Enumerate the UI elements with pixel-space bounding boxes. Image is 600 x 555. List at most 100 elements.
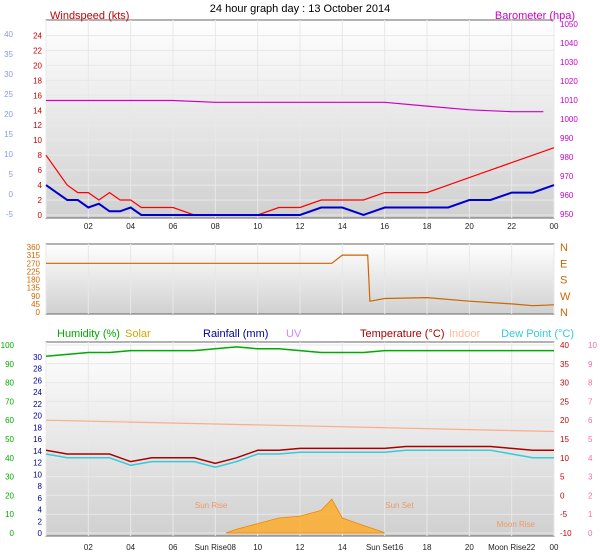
x-tick-label: Sun Set16	[366, 543, 404, 552]
wind-avg-series	[45, 184, 555, 217]
wind-y-tick-label: 2	[38, 196, 43, 205]
x-tick-label: 06	[169, 222, 178, 231]
indoor-series	[45, 419, 555, 433]
x-tick-label: 04	[126, 222, 135, 231]
uv-y-tick-label: 0	[588, 529, 593, 538]
baro-y-tick-label: 980	[560, 153, 574, 162]
temp-y-tick-label: 15	[560, 435, 569, 444]
baro-y-tick-label: 1020	[560, 77, 578, 86]
uv-y-tick-label: 6	[588, 416, 593, 425]
legend-solar: Solar	[125, 328, 151, 340]
wind-y-tick-label: 18	[33, 76, 42, 85]
x-tick-label: 00	[550, 222, 559, 231]
wind-y-tick-label: 8	[38, 151, 43, 160]
temp-y-tick-label: 35	[560, 360, 569, 369]
temp-y-tick-label: -10	[560, 529, 572, 538]
direction-y-tick-label: 135	[27, 284, 41, 293]
x-tick-label: 02	[84, 543, 93, 552]
baro-y-tick-label: 1010	[560, 96, 578, 105]
humidity-y-tick-label: 0	[10, 529, 15, 538]
direction-gridlines	[45, 244, 555, 314]
wind-left-tick-label: 15	[4, 130, 13, 139]
wind-series	[45, 99, 555, 217]
rain-y-tick-label: 30	[33, 353, 42, 362]
wind-y-tick-label: 0	[38, 211, 43, 220]
humidity-series	[45, 346, 554, 358]
baro-y-tick-label: 950	[560, 210, 574, 219]
baro-y-tick-label: 960	[560, 191, 574, 200]
x-tick-label: 06	[169, 543, 178, 552]
wind-gridlines	[45, 20, 555, 218]
x-tick-label: 10	[253, 222, 262, 231]
event-annotation: Moon Rise	[497, 520, 536, 529]
legend-temperature: Temperature (°C)	[360, 328, 444, 340]
x-tick-label: 12	[296, 222, 305, 231]
legend-indoor: Indoor	[449, 328, 481, 340]
temp-y-tick-label: 30	[560, 379, 569, 388]
humidity-y-tick-label: 100	[1, 341, 15, 350]
wind-y-tick-label: 16	[33, 91, 42, 100]
humidity-y-tick-label: 50	[5, 435, 14, 444]
direction-y-tick-label: 225	[27, 267, 41, 276]
x-tick-label: 00	[550, 543, 559, 552]
x-tick-label: 20	[465, 543, 474, 552]
x-tick-label: 18	[423, 543, 432, 552]
x-tick-label: 08	[211, 222, 220, 231]
rain-y-tick-label: 12	[33, 459, 42, 468]
baro-y-tick-label: 990	[560, 134, 574, 143]
temp-y-tick-label: 40	[560, 341, 569, 350]
wind-y-tick-label: 20	[33, 61, 42, 70]
compass-label: W	[560, 291, 571, 303]
dewpoint-series	[45, 449, 554, 468]
uv-y-tick-label: 5	[588, 435, 593, 444]
wind-left-tick-label: 0	[9, 190, 14, 199]
wind-left-tick-label: 20	[4, 110, 13, 119]
uv-y-tick-label: 2	[588, 491, 593, 500]
temp-y-tick-label: -5	[560, 510, 568, 519]
legend-humidity: Humidity (%)	[57, 328, 120, 340]
direction-series	[46, 254, 555, 307]
humidity-y-tick-label: 60	[5, 416, 14, 425]
compass-label: N	[560, 242, 568, 254]
wind-left-tick-label: 30	[4, 70, 13, 79]
temp-y-tick-label: 25	[560, 397, 569, 406]
x-tick-label: 14	[338, 543, 347, 552]
uv-y-tick-label: 10	[588, 341, 597, 350]
x-tick-label: 22	[507, 222, 516, 231]
wind-y-tick-label: 6	[38, 166, 43, 175]
x-tick-label: 04	[126, 543, 135, 552]
rain-y-tick-label: 26	[33, 376, 42, 385]
compass-label: N	[560, 307, 568, 319]
direction-series	[46, 254, 555, 307]
direction-y-tick-label: 45	[31, 300, 40, 309]
x-tick-label: Sun Rise08	[195, 543, 237, 552]
temp-y-tick-label: 20	[560, 416, 569, 425]
climate-axis-ticks: 02 04 06 Sun Rise08 10 12 14 Sun Set16 18 20 Moon …	[1, 341, 598, 552]
rain-y-tick-label: 2	[38, 517, 43, 526]
rain-y-tick-label: 18	[33, 423, 42, 432]
compass-label: S	[560, 275, 567, 287]
direction-y-tick-label: 315	[27, 251, 41, 260]
rain-y-tick-label: 22	[33, 400, 42, 409]
x-tick-label: 14	[338, 222, 347, 231]
direction-y-tick-label: 0	[36, 308, 41, 317]
legend-dewpoint: Dew Point (°C)	[501, 328, 574, 340]
x-tick-label: 16	[380, 222, 389, 231]
baro-y-tick-label: 1000	[560, 115, 578, 124]
uv-y-tick-label: 3	[588, 473, 593, 482]
rain-y-tick-label: 24	[33, 388, 42, 397]
solar-series	[225, 498, 385, 534]
x-tick-label: 10	[253, 543, 262, 552]
humidity-y-tick-label: 90	[5, 360, 14, 369]
rain-y-tick-label: 16	[33, 435, 42, 444]
uv-y-tick-label: 4	[588, 454, 593, 463]
rain-y-tick-label: 8	[38, 482, 43, 491]
baro-y-tick-label: 970	[560, 172, 574, 181]
x-tick-label: Moon Rise22	[488, 543, 536, 552]
rain-y-tick-label: 20	[33, 412, 42, 421]
humidity-y-tick-label: 10	[5, 510, 14, 519]
humidity-y-tick-label: 80	[5, 379, 14, 388]
climate-gridlines	[45, 342, 555, 536]
wind-y-tick-label: 12	[33, 121, 42, 130]
